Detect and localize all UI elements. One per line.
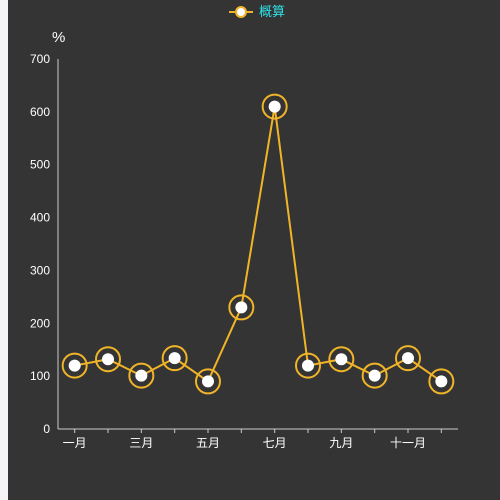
data-point <box>335 353 348 366</box>
x-tick-label: 九月 <box>329 436 353 450</box>
data-point-ring <box>361 362 388 389</box>
y-tick-label: 100 <box>30 369 50 383</box>
y-tick-label: 0 <box>43 422 50 436</box>
x-axis: 一月 三月 五月 七月 九月 十一月 <box>58 428 458 450</box>
legend-marker-icon <box>235 6 247 18</box>
legend-label: 概算 <box>259 4 285 19</box>
y-tick-label: 400 <box>30 211 50 225</box>
data-point <box>435 375 448 388</box>
data-point-ring <box>395 345 421 372</box>
data-point <box>402 352 414 365</box>
y-tick-label: 600 <box>30 105 50 119</box>
data-point <box>302 359 314 372</box>
series-line-group <box>74 106 442 383</box>
data-point-ring <box>428 368 455 395</box>
x-tick-label: 十一月 <box>390 436 426 450</box>
series-points-group <box>61 93 455 395</box>
x-tick-label: 一月 <box>63 436 87 450</box>
x-tick-label: 五月 <box>196 436 220 450</box>
y-tick-label: 200 <box>30 316 50 330</box>
x-tick-label: 三月 <box>129 436 153 450</box>
data-point <box>268 100 281 113</box>
data-point-ring <box>261 93 288 120</box>
data-point <box>68 359 81 372</box>
y-axis: 0 100 200 300 400 500 600 700 <box>30 52 59 436</box>
data-point <box>235 301 248 314</box>
data-point <box>168 352 181 365</box>
data-point-ring <box>61 352 88 379</box>
y-tick-label: 700 <box>30 52 50 66</box>
y-axis-unit-label: % <box>52 29 65 46</box>
data-point <box>202 375 214 388</box>
y-tick-label: 500 <box>30 158 50 172</box>
legend[interactable]: 概算 <box>229 4 285 19</box>
data-point <box>368 369 381 382</box>
series-line <box>74 106 442 383</box>
data-point <box>102 353 114 366</box>
x-tick-label: 七月 <box>263 436 287 450</box>
data-point-ring <box>295 352 321 379</box>
data-point-ring <box>328 346 355 373</box>
data-point-ring <box>195 368 221 395</box>
data-point-ring <box>95 346 121 373</box>
data-point <box>135 369 148 382</box>
data-point-ring <box>228 294 255 321</box>
chart-panel <box>8 0 500 500</box>
data-point-ring <box>161 345 188 372</box>
data-point-ring <box>128 362 155 389</box>
y-tick-label: 300 <box>30 263 50 277</box>
